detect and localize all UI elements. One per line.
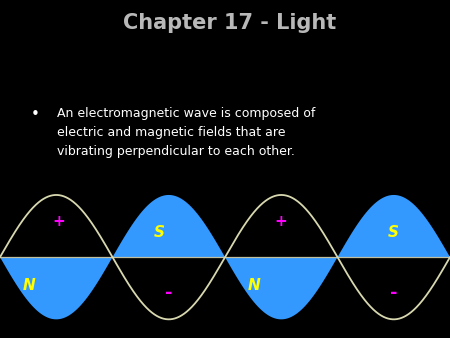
Text: N: N (23, 277, 36, 293)
Text: S: S (388, 225, 399, 240)
Text: S: S (154, 225, 165, 240)
Text: Chapter 17 - Light: Chapter 17 - Light (123, 13, 336, 33)
Text: -: - (165, 284, 172, 302)
Text: •: • (31, 107, 40, 122)
Text: An electromagnetic wave is composed of
electric and magnetic fields that are
vib: An electromagnetic wave is composed of e… (57, 107, 315, 159)
Text: N: N (248, 277, 261, 293)
Text: -: - (390, 284, 397, 302)
Text: +: + (52, 214, 65, 228)
Text: +: + (275, 214, 288, 228)
